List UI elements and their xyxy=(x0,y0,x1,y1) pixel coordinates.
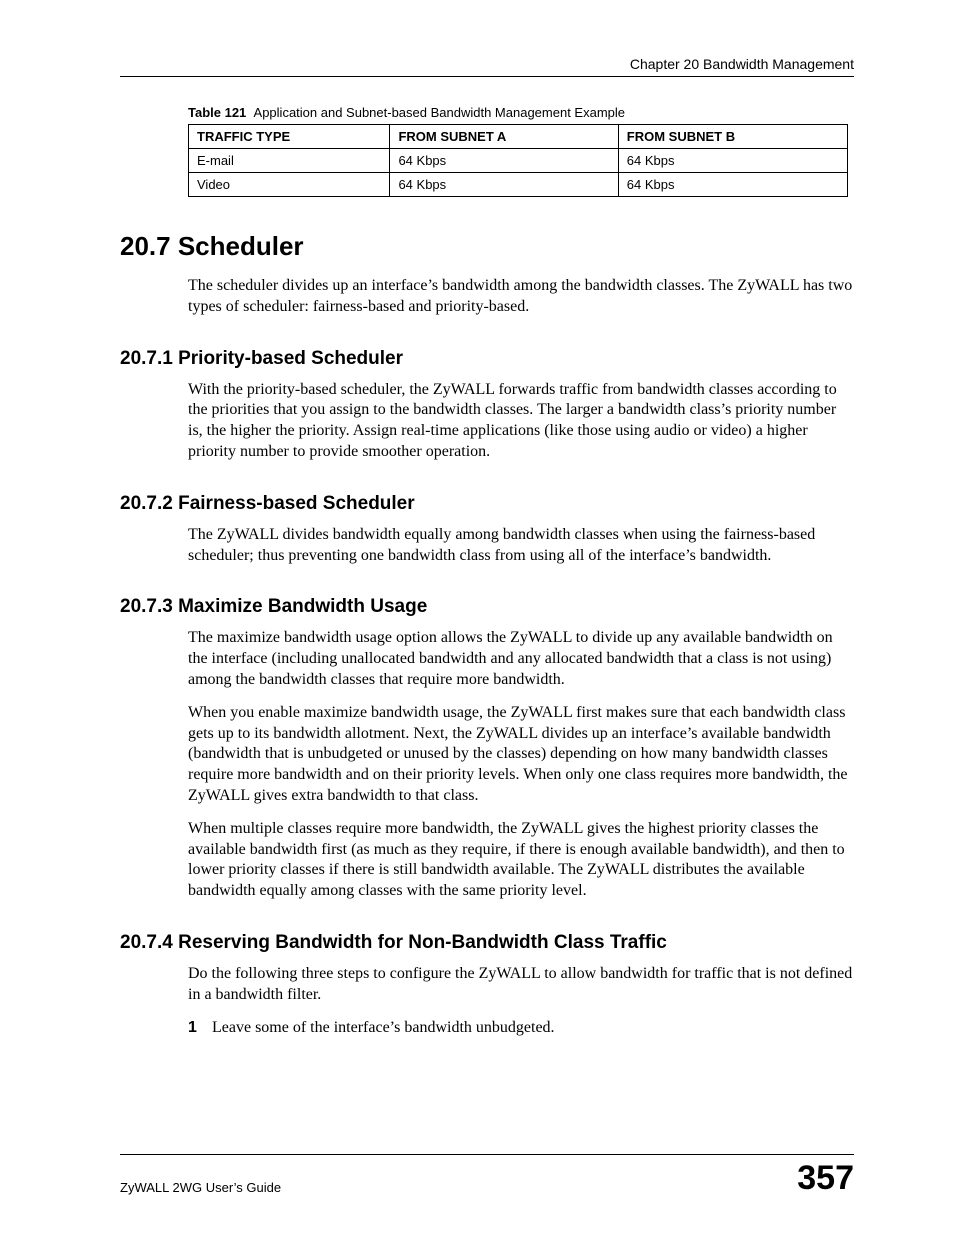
table-header-cell: TRAFFIC TYPE xyxy=(189,125,390,149)
footer-rule xyxy=(120,1154,854,1155)
chapter-header: Chapter 20 Bandwidth Management xyxy=(120,56,854,72)
page-footer: ZyWALL 2WG User’s Guide 357 xyxy=(120,1154,854,1195)
header-rule xyxy=(120,76,854,77)
section-20-7-3-title: 20.7.3 Maximize Bandwidth Usage xyxy=(120,596,854,618)
table-cell: 64 Kbps xyxy=(618,149,847,173)
page: Chapter 20 Bandwidth Management Table 12… xyxy=(0,0,954,1235)
body-text: The ZyWALL divides bandwidth equally amo… xyxy=(188,525,854,567)
table-header-cell: FROM SUBNET A xyxy=(390,125,618,149)
step-list: 1 Leave some of the interface’s bandwidt… xyxy=(188,1018,854,1039)
table-caption: Table 121 Application and Subnet-based B… xyxy=(188,105,854,120)
section-20-7-2-title: 20.7.2 Fairness-based Scheduler xyxy=(120,493,854,515)
section-20-7-title: 20.7 Scheduler xyxy=(120,231,854,262)
section-20-7-1-title: 20.7.1 Priority-based Scheduler xyxy=(120,348,854,370)
table-cell: Video xyxy=(189,173,390,197)
step-text: Leave some of the interface’s bandwidth … xyxy=(212,1019,555,1036)
table-header-cell: FROM SUBNET B xyxy=(618,125,847,149)
table-row: Video 64 Kbps 64 Kbps xyxy=(189,173,848,197)
body-text: When multiple classes require more bandw… xyxy=(188,819,854,902)
body-text: The scheduler divides up an interface’s … xyxy=(188,276,854,318)
body-text: When you enable maximize bandwidth usage… xyxy=(188,703,854,807)
table-number: Table 121 xyxy=(188,105,246,120)
page-number: 357 xyxy=(797,1161,854,1195)
list-item: 1 Leave some of the interface’s bandwidt… xyxy=(188,1018,854,1039)
bandwidth-table: TRAFFIC TYPE FROM SUBNET A FROM SUBNET B… xyxy=(188,124,848,197)
table-cell: 64 Kbps xyxy=(618,173,847,197)
footer-row: ZyWALL 2WG User’s Guide 357 xyxy=(120,1161,854,1195)
table-cell: E-mail xyxy=(189,149,390,173)
table-header-row: TRAFFIC TYPE FROM SUBNET A FROM SUBNET B xyxy=(189,125,848,149)
step-number: 1 xyxy=(188,1018,197,1039)
table-cell: 64 Kbps xyxy=(390,149,618,173)
table-cell: 64 Kbps xyxy=(390,173,618,197)
section-20-7-4-title: 20.7.4 Reserving Bandwidth for Non-Bandw… xyxy=(120,932,854,954)
table-caption-text: Application and Subnet-based Bandwidth M… xyxy=(254,105,625,120)
table-row: E-mail 64 Kbps 64 Kbps xyxy=(189,149,848,173)
body-text: With the priority-based scheduler, the Z… xyxy=(188,380,854,463)
body-text: The maximize bandwidth usage option allo… xyxy=(188,628,854,690)
footer-guide-title: ZyWALL 2WG User’s Guide xyxy=(120,1180,281,1195)
body-text: Do the following three steps to configur… xyxy=(188,964,854,1006)
